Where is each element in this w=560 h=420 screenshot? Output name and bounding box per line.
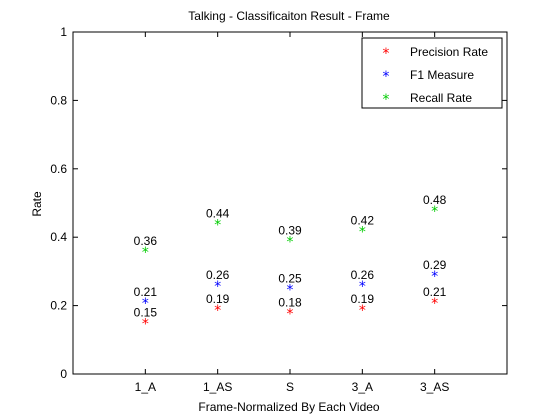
data-point: * xyxy=(213,303,221,319)
x-axis: 1_A 1_AS S 3_A 3_AS xyxy=(72,32,508,394)
legend-label: F1 Measure xyxy=(410,68,474,82)
data-label: 0.26 xyxy=(351,268,375,282)
data-point: * xyxy=(141,245,149,261)
data-label: 0.42 xyxy=(351,213,375,227)
y-tick-label: 0.4 xyxy=(50,230,67,244)
x-tick-label: 1_AS xyxy=(203,380,232,394)
data-point: * xyxy=(286,283,294,299)
data-label: 0.21 xyxy=(134,285,158,299)
data-label: 0.36 xyxy=(134,234,158,248)
data-label: 0.44 xyxy=(206,207,230,221)
data-marks: *0.15 *0.19*0.18*0.19 *0.21*0.21 *0.26*0.25… xyxy=(134,193,447,333)
y-tick-label: 0.8 xyxy=(50,93,67,107)
x-tick-label: 3_AS xyxy=(420,380,449,394)
data-label: 0.26 xyxy=(206,268,230,282)
legend-marker: * xyxy=(382,46,390,62)
data-point: * xyxy=(430,204,438,220)
data-point: * xyxy=(141,317,149,333)
data-point: * xyxy=(430,269,438,285)
data-point: * xyxy=(213,218,221,234)
data-label: 0.29 xyxy=(423,258,447,272)
y-axis: 0 0.2 0.4 0.6 0.8 1 xyxy=(50,25,507,381)
legend: * Precision Rate * F1 Measure * Recall Rate xyxy=(361,37,503,109)
data-point: * xyxy=(141,296,149,312)
x-tick-label: S xyxy=(286,380,294,394)
legend-marker: * xyxy=(382,92,390,108)
data-label: 0.48 xyxy=(423,193,447,207)
x-tick-label: 3_A xyxy=(352,380,373,394)
chart-title: Talking - Classificaiton Result - Frame xyxy=(188,9,390,23)
data-point: * xyxy=(286,235,294,251)
data-point: * xyxy=(358,279,366,295)
data-point: * xyxy=(286,306,294,322)
data-label: 0.18 xyxy=(278,295,302,309)
y-tick-label: 1 xyxy=(60,25,67,39)
x-axis-label: Frame-Normalized By Each Video xyxy=(198,400,380,414)
data-point: * xyxy=(358,303,366,319)
data-label: 0.39 xyxy=(278,224,302,238)
legend-marker: * xyxy=(382,69,390,85)
data-label: 0.19 xyxy=(351,292,375,306)
data-point: * xyxy=(213,279,221,295)
y-tick-label: 0.2 xyxy=(50,299,67,313)
data-label: 0.25 xyxy=(278,272,302,286)
legend-box xyxy=(361,37,503,109)
data-point: * xyxy=(358,224,366,240)
legend-label: Recall Rate xyxy=(410,91,472,105)
y-tick-label: 0.6 xyxy=(50,162,67,176)
data-label: 0.15 xyxy=(134,306,158,320)
data-label: 0.19 xyxy=(206,292,230,306)
legend-label: Precision Rate xyxy=(410,45,488,59)
y-axis-label: Rate xyxy=(30,191,44,217)
y-tick-label: 0 xyxy=(60,367,67,381)
data-point: * xyxy=(430,296,438,312)
data-label: 0.21 xyxy=(423,285,447,299)
x-tick-label: 1_A xyxy=(135,380,156,394)
